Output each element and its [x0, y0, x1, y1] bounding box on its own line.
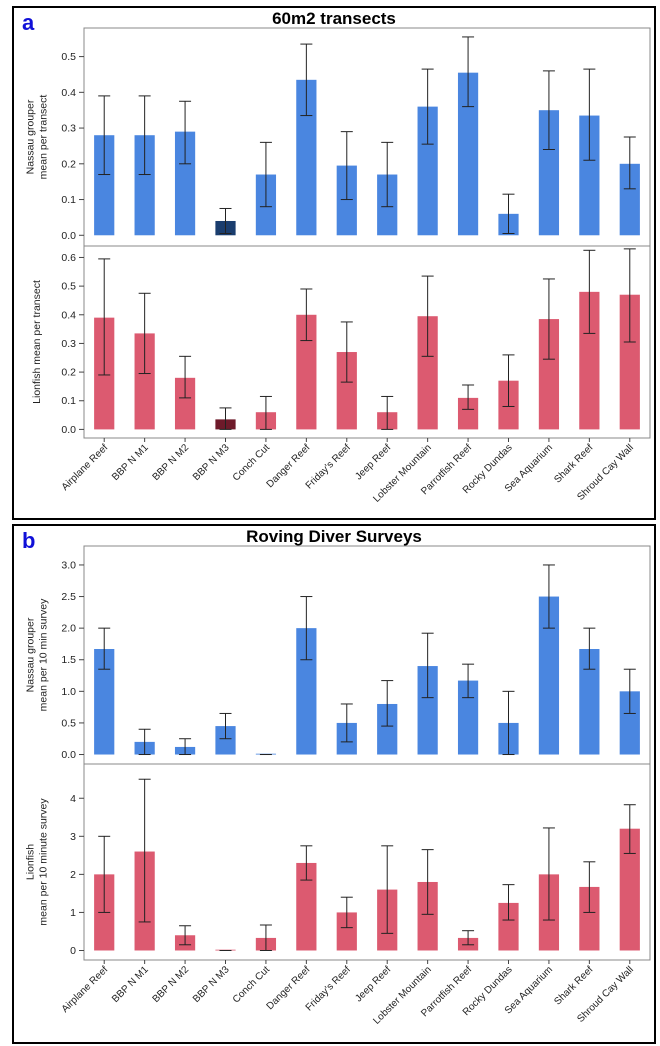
plot-frame — [83, 27, 651, 247]
bar — [377, 703, 398, 755]
bar — [457, 72, 479, 236]
bar — [134, 135, 155, 236]
plot-frame — [83, 245, 651, 439]
x-tick-label: BBP N M3 — [191, 964, 232, 1005]
bar — [619, 163, 640, 236]
y-tick-label: 4 — [70, 793, 76, 805]
plot-frame — [83, 545, 651, 765]
y-tick-label: 0.2 — [61, 367, 76, 379]
y-tick-label: 0.6 — [61, 252, 76, 264]
bar — [336, 912, 357, 951]
panel-b-title: Roving Diver Surveys — [246, 527, 422, 546]
y-axis-label: Nassau grouper — [25, 617, 37, 692]
chart-b-nassau: 0.0 0.5 1.0 1.5 2.0 2.5 3.0 Nassau grouper mean … — [25, 545, 651, 765]
y-axis-label: Nassau grouper — [25, 99, 37, 174]
y-tick-label: 1.0 — [61, 686, 76, 698]
chart-b-lionfish: 0 1 2 3 4 Lionfish mean per 10 minute survey Ai… — [25, 763, 651, 1027]
x-tick-label: BBP N M3 — [191, 442, 232, 483]
bar — [619, 691, 640, 755]
bar — [579, 886, 600, 951]
bar — [538, 110, 560, 236]
x-tick-label: Airplane Reef — [60, 442, 111, 493]
x-tick-label: BBP N M2 — [151, 964, 192, 1005]
bar — [457, 680, 479, 755]
panel-b: b Roving Diver Surveys 0.0 0.5 1.0 1.5 2.0 2.… — [12, 524, 656, 1044]
y-tick-label: 0.5 — [61, 51, 76, 63]
chart-a-nassau: 0.0 0.1 0.2 0.3 0.4 0.5 Nassau grouper mean per… — [25, 27, 651, 247]
y-tick-label: 0.1 — [61, 194, 76, 206]
panel-a-title: 60m2 transects — [272, 9, 396, 28]
bar — [174, 131, 196, 236]
x-tick-label: Jeep Reef — [353, 964, 393, 1004]
panel-a-letter: a — [22, 10, 35, 35]
x-tick-label: BBP N M2 — [151, 442, 192, 483]
y-tick-label: 0.5 — [61, 281, 76, 293]
x-tick-label: Conch Cut — [231, 442, 272, 483]
x-tick-label: Jeep Reef — [353, 442, 393, 482]
panel-b-letter: b — [22, 528, 36, 553]
y-axis-label: Lionfish mean per transect — [31, 280, 43, 404]
x-tick-label: Shark Reef — [552, 964, 595, 1007]
bar — [579, 115, 600, 236]
bar — [296, 862, 317, 951]
y-tick-label: 1.5 — [61, 654, 76, 666]
y-tick-label: 3.0 — [61, 559, 76, 571]
bar — [215, 726, 236, 755]
y-tick-label: 0.4 — [61, 87, 76, 99]
y-tick-label: 0.1 — [61, 395, 76, 407]
bar — [579, 291, 600, 430]
bar — [457, 397, 479, 430]
x-tick-label: Airplane Reef — [60, 964, 111, 1015]
x-tick-label: Shark Reef — [552, 442, 595, 485]
x-tick-label: Conch Cut — [231, 964, 272, 1005]
panel-a-chart: 0.0 0.1 0.2 0.3 0.4 0.5 Nassau grouper mean per… — [25, 27, 651, 505]
bar — [94, 648, 115, 755]
bar — [336, 352, 357, 430]
bar — [538, 319, 560, 430]
y-axis-label: mean per 10 minute survey — [38, 798, 50, 926]
y-tick-label: 0.4 — [61, 309, 76, 321]
bar — [94, 135, 115, 236]
x-tick-label: BBP N M1 — [110, 964, 151, 1005]
y-tick-label: 0.0 — [61, 749, 76, 761]
bar — [417, 881, 438, 951]
y-axis-label: mean per transect — [38, 95, 50, 180]
plot-frame — [83, 763, 651, 961]
bar — [134, 333, 155, 430]
bar — [174, 377, 196, 430]
panel-a: a 60m2 transects 0.0 0.1 0.2 0.3 0.4 0.5 Nassa… — [12, 6, 656, 520]
y-tick-label: 0.0 — [61, 424, 76, 436]
bar — [296, 79, 317, 236]
bar — [498, 902, 519, 951]
y-tick-label: 2 — [70, 869, 76, 881]
y-axis-label: Lionfish — [25, 844, 37, 880]
x-tick-label: BBP N M1 — [110, 442, 151, 483]
y-tick-label: 3 — [70, 831, 76, 843]
bar — [619, 828, 640, 951]
bar — [417, 666, 438, 755]
bar — [296, 314, 317, 430]
bar — [619, 294, 640, 430]
y-tick-label: 0.5 — [61, 717, 76, 729]
bar — [336, 165, 357, 236]
y-tick-label: 1 — [70, 907, 76, 919]
bar — [417, 316, 438, 430]
chart-a-lionfish: 0.0 0.1 0.2 0.3 0.4 0.5 0.6 Lionfish mean per t… — [31, 245, 651, 505]
y-tick-label: 2.5 — [61, 591, 76, 603]
y-tick-label: 0.3 — [61, 338, 76, 350]
bar — [579, 648, 600, 755]
y-tick-label: 0.2 — [61, 158, 76, 170]
bar — [538, 596, 560, 755]
y-tick-label: 0.3 — [61, 123, 76, 135]
y-tick-label: 0.0 — [61, 230, 76, 242]
y-tick-label: 0 — [70, 945, 76, 957]
bar — [417, 106, 438, 236]
y-tick-label: 2.0 — [61, 623, 76, 635]
y-axis-label: mean per 10 min survey — [38, 598, 50, 711]
